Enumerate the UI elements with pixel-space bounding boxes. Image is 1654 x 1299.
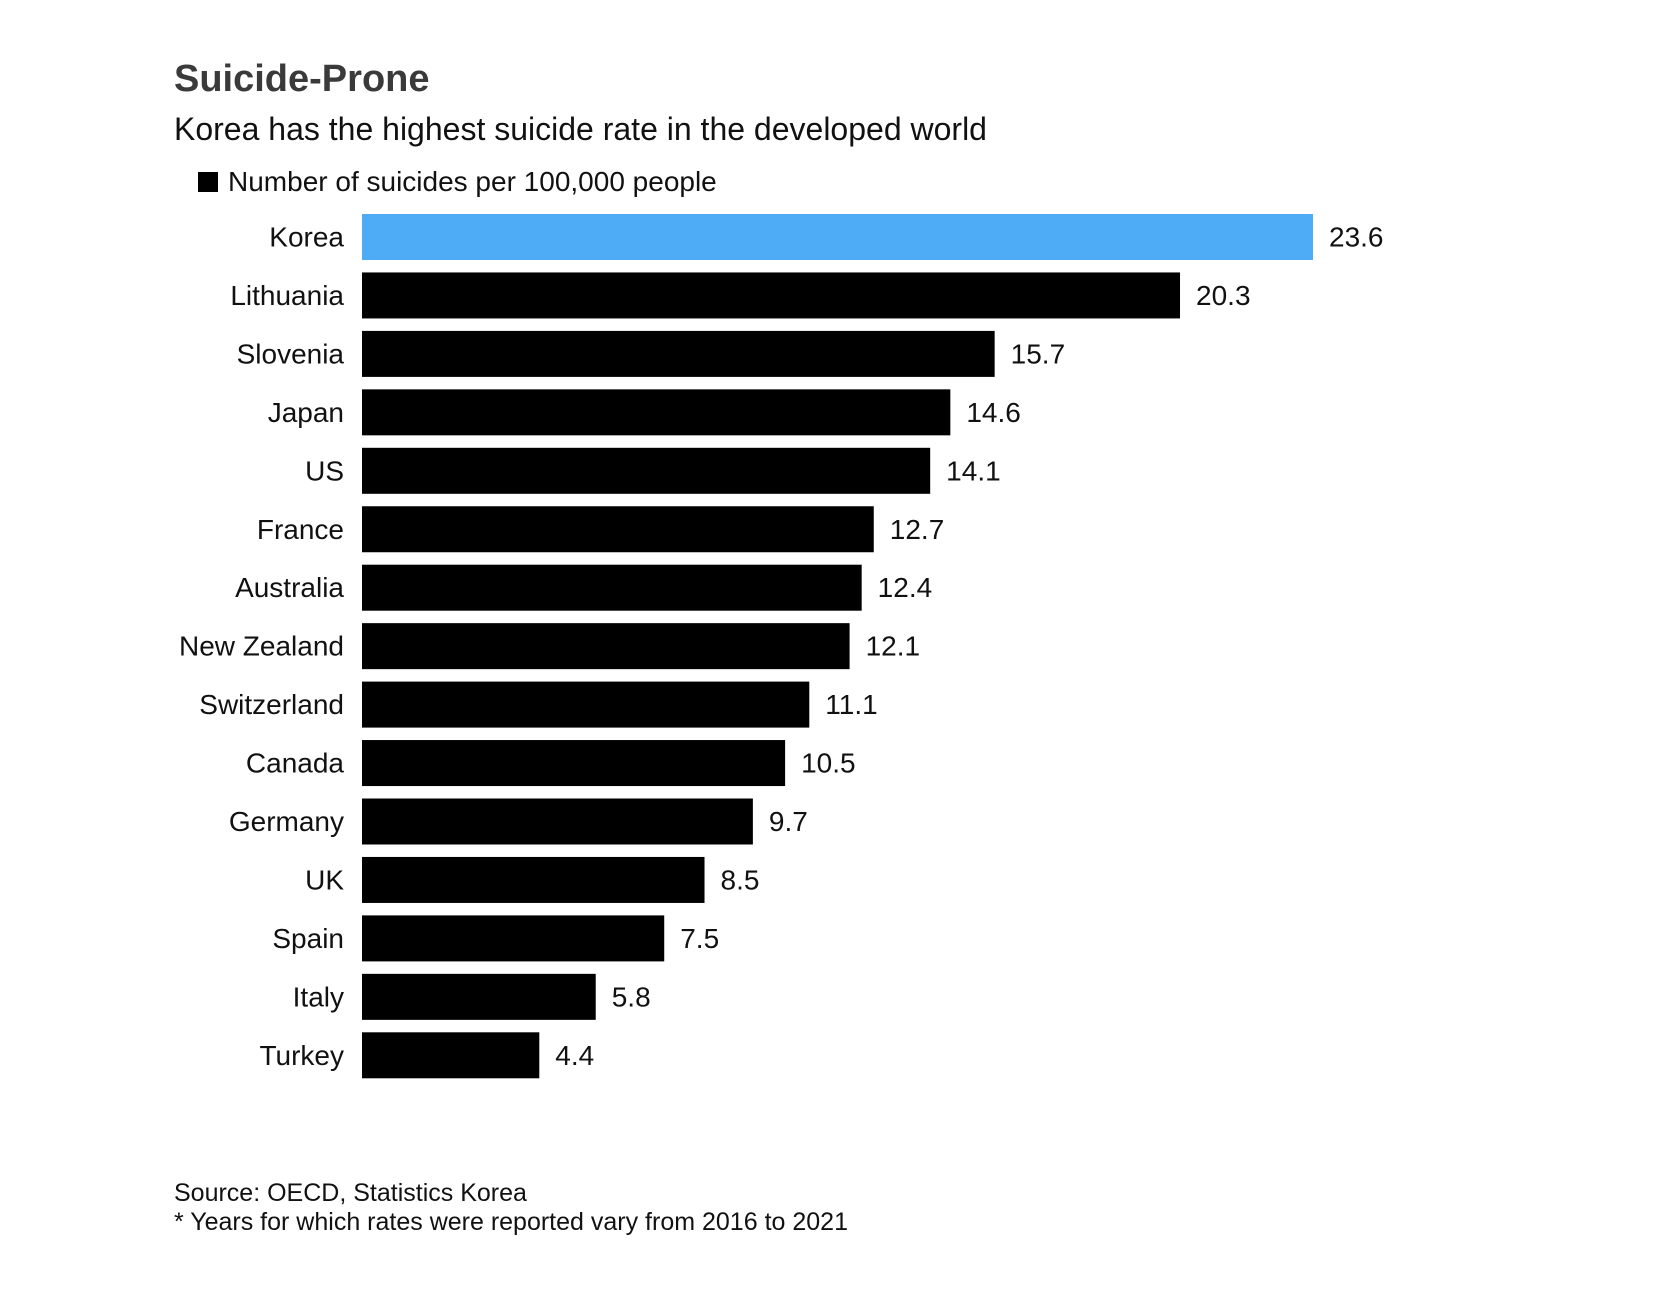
bar-new-zealand xyxy=(362,623,850,670)
value-label-us: 14.1 xyxy=(946,455,1001,486)
value-label-turkey: 4.4 xyxy=(555,1040,594,1071)
category-label-korea: Korea xyxy=(269,222,344,253)
bar-uk xyxy=(362,856,705,903)
category-label-uk: UK xyxy=(305,864,344,895)
value-label-uk: 8.5 xyxy=(721,864,760,895)
value-label-canada: 10.5 xyxy=(801,748,856,779)
legend: Number of suicides per 100,000 people xyxy=(198,164,717,200)
category-label-italy: Italy xyxy=(293,981,344,1012)
category-label-lithuania: Lithuania xyxy=(230,280,344,311)
category-label-us: US xyxy=(305,455,344,486)
value-label-australia: 12.4 xyxy=(878,572,933,603)
category-label-france: France xyxy=(257,514,344,545)
value-label-korea: 23.6 xyxy=(1329,222,1384,253)
category-label-japan: Japan xyxy=(268,397,344,428)
legend-swatch xyxy=(198,172,218,192)
value-label-lithuania: 20.3 xyxy=(1196,280,1251,311)
bar-us xyxy=(362,447,931,494)
bar-chart-plot: Korea 23.6 Lithuania 20.3 Slovenia 15.7 Japan 1… xyxy=(179,214,1384,1079)
category-label-spain: Spain xyxy=(272,923,344,954)
value-label-germany: 9.7 xyxy=(769,806,808,837)
chart-title: Suicide-Prone xyxy=(174,58,430,100)
category-label-switzerland: Switzerland xyxy=(199,689,344,720)
category-label-new-zealand: New Zealand xyxy=(179,631,344,662)
value-label-switzerland: 11.1 xyxy=(825,689,877,720)
category-label-turkey: Turkey xyxy=(259,1040,344,1071)
category-label-slovenia: Slovenia xyxy=(237,338,345,369)
footnote: * Years for which rates were reported va… xyxy=(174,1208,848,1236)
source-note: Source: OECD, Statistics Korea xyxy=(174,1179,527,1207)
chart-subtitle: Korea has the highest suicide rate in th… xyxy=(174,111,987,147)
bar-turkey xyxy=(362,1032,540,1079)
value-label-japan: 14.6 xyxy=(966,397,1021,428)
bar-switzerland xyxy=(362,681,810,728)
bar-korea xyxy=(362,214,1313,260)
bar-france xyxy=(362,506,874,553)
bar-japan xyxy=(362,389,951,436)
value-label-spain: 7.5 xyxy=(680,923,719,954)
bar-slovenia xyxy=(362,330,995,377)
bar-australia xyxy=(362,564,862,611)
value-label-italy: 5.8 xyxy=(612,981,651,1012)
category-label-australia: Australia xyxy=(235,572,344,603)
value-label-france: 12.7 xyxy=(890,514,945,545)
bar-canada xyxy=(362,740,786,787)
value-label-slovenia: 15.7 xyxy=(1011,338,1065,369)
category-label-germany: Germany xyxy=(229,806,344,837)
category-label-canada: Canada xyxy=(246,748,345,779)
bar-lithuania xyxy=(362,272,1181,319)
bar-germany xyxy=(362,798,753,845)
bar-spain xyxy=(362,915,665,962)
legend-label: Number of suicides per 100,000 people xyxy=(228,166,717,197)
value-label-new-zealand: 12.1 xyxy=(866,631,921,662)
bar-italy xyxy=(362,973,596,1020)
